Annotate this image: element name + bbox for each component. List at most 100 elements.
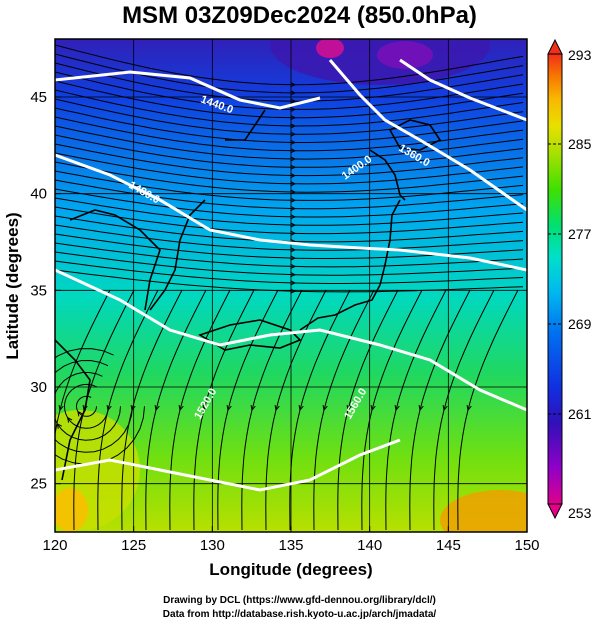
- streamline-arrow: [154, 404, 160, 412]
- y-tick-label: 25: [30, 476, 47, 493]
- streamline: [55, 269, 524, 293]
- colorbar-min-arrow: [547, 503, 563, 520]
- streamline-arrow: [290, 164, 297, 170]
- x-tick-label: 140: [357, 537, 382, 554]
- streamline: [55, 89, 524, 127]
- streamline-arrow: [178, 404, 184, 412]
- credit-line: Drawing by DCL (https://www.gfd-dennou.o…: [163, 595, 436, 606]
- map-title: MSM 03Z09Dec2024 (850.0hPa): [122, 2, 477, 29]
- x-tick-label: 145: [436, 537, 461, 554]
- streamline-arrow: [290, 148, 297, 154]
- x-axis-ticks: 120 125 130 135 140 145 150: [42, 526, 540, 554]
- y-tick-label: 30: [30, 379, 47, 396]
- streamline-arrow: [290, 230, 297, 236]
- streamline-arrow: [290, 98, 297, 104]
- streamline: [55, 143, 524, 177]
- streamline-arrow: [290, 214, 297, 220]
- streamline-arrow: [37, 436, 41, 441]
- streamline: [55, 179, 524, 210]
- streamline-arrow: [290, 197, 297, 203]
- streamline-arrow: [226, 404, 232, 412]
- y-tick-label: 40: [30, 186, 47, 203]
- streamline-arrow: [202, 404, 208, 412]
- colorbar-tick-label: 277: [568, 226, 592, 242]
- streamline: [55, 161, 524, 193]
- streamline: [55, 80, 524, 119]
- x-tick-label: 135: [278, 537, 303, 554]
- streamline-arrow: [290, 181, 297, 187]
- x-tick-label: 150: [514, 537, 539, 554]
- streamline-arrow: [418, 404, 424, 412]
- streamline: [55, 206, 524, 235]
- credits: Drawing by DCL (https://www.gfd-dennou.o…: [0, 594, 599, 622]
- height-contours: [55, 58, 527, 492]
- streamline: [55, 134, 524, 168]
- streamline-arrow: [290, 115, 297, 121]
- colorbar-max-arrow: [547, 38, 563, 55]
- coastlines: [55, 109, 442, 481]
- streamline: [55, 98, 524, 135]
- streamline-arrow: [66, 416, 73, 423]
- temperature-field: [55, 39, 527, 532]
- streamline: [55, 107, 524, 143]
- credit-line: Data from http://database.rish.kyoto-u.a…: [162, 609, 437, 620]
- wind-streamlines: [37, 44, 524, 531]
- streamline-arrow: [77, 410, 83, 417]
- colorbar: 293 285 277 269 261 253: [547, 38, 592, 521]
- streamline-arrow: [394, 404, 400, 412]
- streamline: [55, 224, 524, 251]
- streamline-arrow: [290, 189, 297, 195]
- streamline: [55, 260, 524, 284]
- streamline-arrow: [274, 404, 280, 412]
- streamline: [55, 125, 524, 160]
- streamline: [55, 359, 133, 453]
- x-tick-label: 120: [42, 537, 67, 554]
- x-axis-label: Longitude (degrees): [209, 560, 372, 579]
- streamline-arrow: [47, 430, 51, 435]
- streamline: [55, 116, 524, 152]
- streamline-arrow: [290, 172, 297, 179]
- streamline-arrow: [346, 404, 352, 412]
- colorbar-tick-label: 293: [568, 47, 592, 63]
- streamline-arrow: [290, 106, 297, 113]
- streamline: [55, 251, 524, 276]
- y-tick-label: 35: [30, 282, 47, 299]
- colorbar-tick-label: 285: [568, 136, 592, 152]
- x-tick-label: 130: [200, 537, 225, 554]
- streamline-arrow: [322, 404, 328, 412]
- streamline: [55, 242, 524, 268]
- colorbar-tick-label: 253: [568, 505, 592, 521]
- streamline-arrow: [290, 131, 297, 137]
- streamline: [55, 197, 524, 226]
- streamline-arrow: [290, 90, 297, 96]
- streamline-arrow: [58, 404, 64, 412]
- streamline: [55, 71, 524, 110]
- streamline-arrow: [290, 123, 297, 129]
- streamline-arrow: [442, 404, 448, 412]
- streamline-arrow: [290, 139, 297, 146]
- y-tick-label: 45: [30, 89, 47, 106]
- streamline-arrow: [290, 263, 297, 269]
- streamline-arrow: [370, 404, 376, 412]
- streamline: [55, 152, 524, 185]
- streamline: [55, 188, 524, 218]
- streamline-arrow: [290, 222, 297, 228]
- streamline-arrow: [290, 81, 297, 88]
- colorbar-tick-label: 261: [568, 406, 592, 422]
- colorbar-tick-label: 269: [568, 316, 592, 332]
- streamline-arrow: [290, 247, 297, 253]
- streamline-arrow: [290, 255, 297, 261]
- streamline-arrow: [290, 205, 297, 212]
- streamline-arrow: [290, 280, 297, 286]
- streamline: [55, 348, 145, 465]
- streamline-arrow: [250, 404, 256, 412]
- streamline-arrow: [56, 422, 62, 429]
- streamline-arrow: [290, 288, 297, 294]
- streamline-arrow: [298, 404, 304, 412]
- y-axis-ticks: 25 30 35 40 45: [30, 89, 61, 493]
- streamline: [55, 44, 524, 86]
- streamline-arrow: [290, 156, 297, 162]
- y-axis-label: Latitude (degrees): [3, 212, 22, 359]
- x-tick-label: 125: [121, 537, 146, 554]
